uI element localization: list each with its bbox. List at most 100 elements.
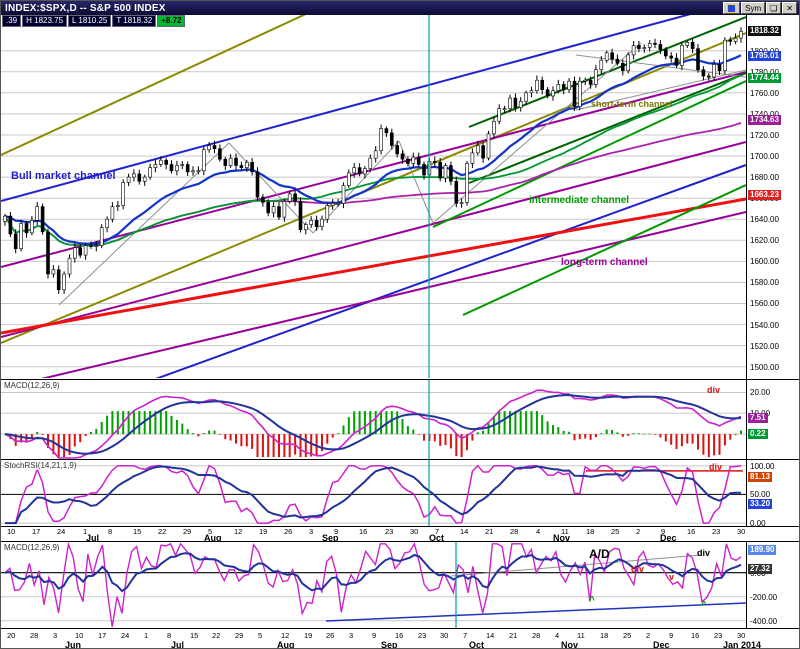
x-axis-day: 28 <box>30 631 39 640</box>
x-axis-month: Jul <box>171 640 185 649</box>
x-axis-day: 24 <box>121 631 130 640</box>
x-axis-day: 11 <box>577 631 585 640</box>
price-tick: 1620.00 <box>750 236 779 245</box>
x-axis-day: 2 <box>646 631 651 640</box>
ad-label: MACD(12,26,9) <box>4 543 60 552</box>
x-axis-day: 9 <box>661 527 666 536</box>
close-icon: ✕ <box>786 3 793 13</box>
x-axis-month: Dec <box>660 533 677 543</box>
x-axis-day: 19 <box>259 527 268 536</box>
svg-text:div: div <box>697 548 710 558</box>
quote-bar: .39 H 1823.75 L 1810.25 T 1818.32 +8.72 <box>2 15 186 27</box>
x-axis-day: 22 <box>212 631 221 640</box>
x-axis-day: 25 <box>611 527 620 536</box>
x-axis-day: 5 <box>258 631 263 640</box>
x-axis-day: 16 <box>359 527 368 536</box>
svg-text:Bull market channel: Bull market channel <box>11 170 116 182</box>
x-axis-day: 17 <box>32 527 41 536</box>
price-tick: 1500.00 <box>750 363 779 372</box>
price-tick: 1580.00 <box>750 278 779 287</box>
x-axis-day: 26 <box>284 527 293 536</box>
x-axis-day: 9 <box>334 527 339 536</box>
chart-style-button[interactable] <box>723 2 741 14</box>
stochrsi-chart[interactable]: div <box>1 460 746 531</box>
macd-tick: 20.00 <box>750 388 771 397</box>
macd-label: MACD(12,26,9) <box>4 381 60 390</box>
close-button[interactable]: ✕ <box>782 2 797 14</box>
candlestick-icon <box>727 3 737 13</box>
window-buttons: Sym ❏ ✕ <box>723 2 799 14</box>
x-axis-day: 1 <box>83 527 88 536</box>
x-axis-day: 23 <box>712 527 721 536</box>
date-axis-lower: 20 28 3 10 17 24 1 8 15 22 29 5 12 19 26 3 9 16 23 30 7 14 21 2… <box>1 628 799 649</box>
macd-panel: MACD(12,26,9) div 20.0010.000.007.510.22 <box>1 379 799 459</box>
window-title: INDEX:$SPX,D -- S&P 500 INDEX <box>5 2 166 14</box>
ad-tick: -200.00 <box>750 593 778 602</box>
macd-axis: 20.0010.000.007.510.22 <box>746 380 799 459</box>
x-axis-day: 8 <box>167 631 172 640</box>
x-axis-day: 3 <box>349 631 354 640</box>
x-axis-day: 28 <box>532 631 541 640</box>
price-tick: 1700.00 <box>750 152 779 161</box>
x-axis-day: 4 <box>555 631 560 640</box>
x-axis-day: 17 <box>98 631 107 640</box>
x-axis-day: 22 <box>158 527 167 536</box>
ad-tick: -400.00 <box>750 617 778 626</box>
x-axis-day: 25 <box>623 631 632 640</box>
x-axis-day: 30 <box>440 631 449 640</box>
x-axis-day: 9 <box>372 631 377 640</box>
open-value: .39 <box>2 15 22 27</box>
x-axis-day: 15 <box>133 527 142 536</box>
stochrsi-badge: 81.13 <box>748 472 773 482</box>
x-axis-day: 7 <box>435 527 440 536</box>
restore-button[interactable]: ❏ <box>766 2 782 14</box>
ad-badge: 189.90 <box>748 545 777 555</box>
x-axis-day: 26 <box>326 631 335 640</box>
x-axis-day: 30 <box>737 527 746 536</box>
svg-text:short-term channel: short-term channel <box>591 99 673 109</box>
last-value: T 1818.32 <box>112 15 157 27</box>
macd-chart[interactable]: div <box>1 380 746 464</box>
price-badge: 1663.23 <box>748 190 781 200</box>
x-axis-month: Jun <box>65 640 82 649</box>
x-axis-day: 23 <box>385 527 394 536</box>
x-axis-day: 2 <box>636 527 641 536</box>
x-axis-day: 9 <box>669 631 674 640</box>
x-axis-day: 16 <box>395 631 404 640</box>
x-axis-month: Jan 2014 <box>723 640 762 649</box>
stochrsi-axis: 100.00 50.00 0.00 81.13 33.20 <box>746 460 799 528</box>
x-axis-month: Aug <box>204 533 222 543</box>
x-axis-day: 16 <box>687 527 696 536</box>
x-axis-day: 23 <box>418 631 427 640</box>
x-axis-day: 30 <box>410 527 419 536</box>
stochrsi-badge: 33.20 <box>748 499 773 509</box>
svg-text:^: ^ <box>701 600 707 611</box>
x-axis-day: 7 <box>463 631 468 640</box>
price-tick: 1640.00 <box>750 215 779 224</box>
main-chart-panel: .39 H 1823.75 L 1810.25 T 1818.32 +8.72 … <box>1 1 799 436</box>
title-bar[interactable]: INDEX:$SPX,D -- S&P 500 INDEX Sym ❏ ✕ <box>1 1 799 15</box>
price-tick: 1740.00 <box>750 110 779 119</box>
x-axis-month: Sep <box>381 640 398 649</box>
price-axis: 1800.001780.001760.001740.001720.001700.… <box>746 15 799 379</box>
stochrsi-tick: 100.00 <box>750 462 775 471</box>
date-axis-upper: 10 17 24 1 8 15 22 29 5 12 19 26 3 9 16 23 30 7 14 21 28 4 11 1… <box>1 526 799 543</box>
x-axis-day: 15 <box>190 631 199 640</box>
price-tick: 1540.00 <box>750 321 779 330</box>
svg-text:^: ^ <box>589 595 595 606</box>
symbol-button[interactable]: Sym <box>741 2 766 14</box>
price-badge: 1774.44 <box>748 73 781 83</box>
x-axis-month: Dec <box>653 640 670 649</box>
x-axis-day: 21 <box>509 631 518 640</box>
x-axis-day: 14 <box>486 631 495 640</box>
svg-text:long-term channel: long-term channel <box>561 257 648 268</box>
low-value: L 1810.25 <box>68 15 112 27</box>
x-axis-day: 11 <box>561 527 569 536</box>
high-value: H 1823.75 <box>22 15 68 27</box>
price-chart[interactable]: Bull market channel short-term channel int… <box>1 1 747 436</box>
ad-chart[interactable]: A/D div div v ^ ^ <box>1 541 747 633</box>
x-axis-day: 20 <box>7 631 16 640</box>
x-axis-day: 16 <box>691 631 700 640</box>
x-axis-day: 4 <box>536 527 541 536</box>
x-axis-day: 14 <box>460 527 469 536</box>
